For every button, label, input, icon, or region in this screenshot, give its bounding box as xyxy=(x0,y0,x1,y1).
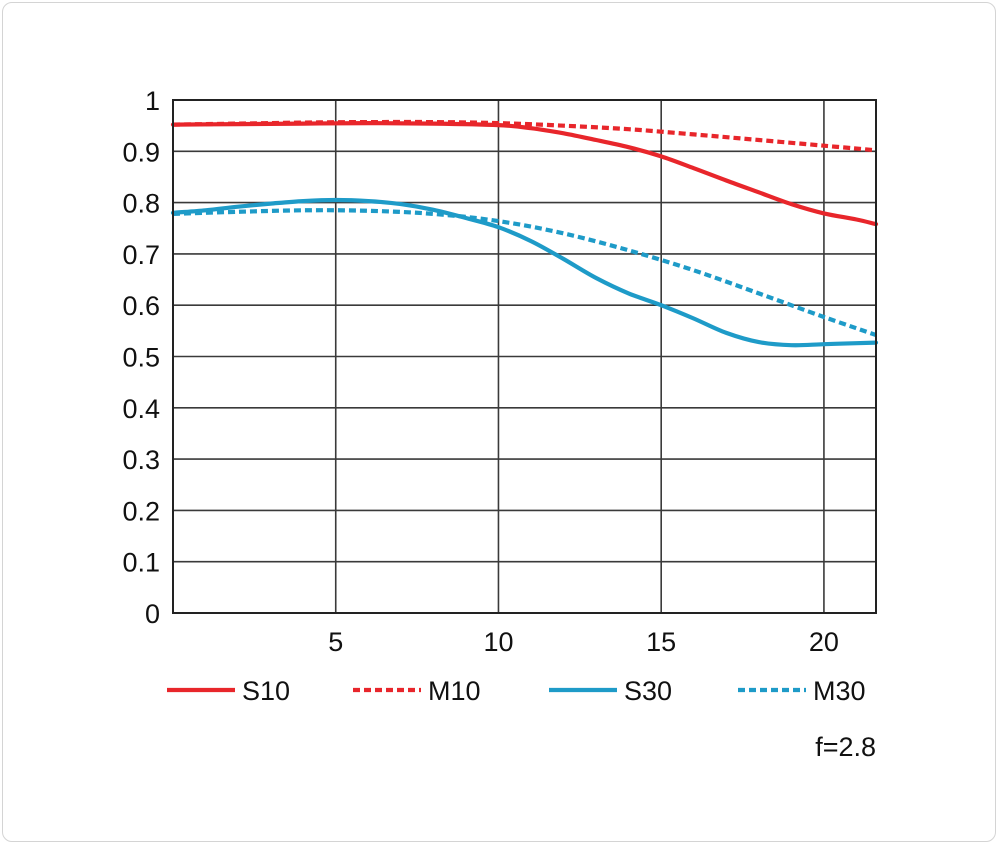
series-lines xyxy=(170,119,879,348)
y-tick-label: 0.5 xyxy=(122,343,160,373)
series-line-m10 xyxy=(172,119,877,153)
legend-label-s10: S10 xyxy=(242,676,290,706)
y-tick-label: 0.6 xyxy=(122,291,160,321)
y-tick-label: 0.2 xyxy=(122,496,160,526)
y-tick-label: 0.4 xyxy=(122,394,160,424)
y-tick-label: 0.7 xyxy=(122,240,160,270)
legend-label-m30: M30 xyxy=(813,676,866,706)
x-tick-label: 15 xyxy=(646,627,676,657)
legend-label-m10: M10 xyxy=(428,676,481,706)
plot-border xyxy=(172,99,877,614)
y-tick-labels: 0 0.1 0.2 0.3 0.4 0.5 0.6 0.7 0.8 0.9 1 xyxy=(122,86,160,629)
y-tick-label: 0.3 xyxy=(122,445,160,475)
y-tick-label: 1 xyxy=(145,86,160,116)
series-line-m30 xyxy=(172,208,877,337)
x-tick-label: 10 xyxy=(483,627,513,657)
legend-label-s30: S30 xyxy=(624,676,672,706)
series-line-s10 xyxy=(170,121,879,227)
x-tick-label: 5 xyxy=(328,627,343,657)
series-line-s30 xyxy=(170,197,879,348)
y-tick-label: 0.9 xyxy=(122,137,160,167)
x-tick-labels: 5 10 15 20 xyxy=(328,627,839,657)
y-tick-label: 0.1 xyxy=(122,548,160,578)
y-tick-label: 0.8 xyxy=(122,189,160,219)
legend: S10 M10 S30 M30 xyxy=(167,676,866,706)
y-tick-label: 0 xyxy=(145,599,160,629)
grid xyxy=(173,99,876,614)
x-tick-label: 20 xyxy=(809,627,839,657)
aperture-annotation: f=2.8 xyxy=(815,732,876,762)
